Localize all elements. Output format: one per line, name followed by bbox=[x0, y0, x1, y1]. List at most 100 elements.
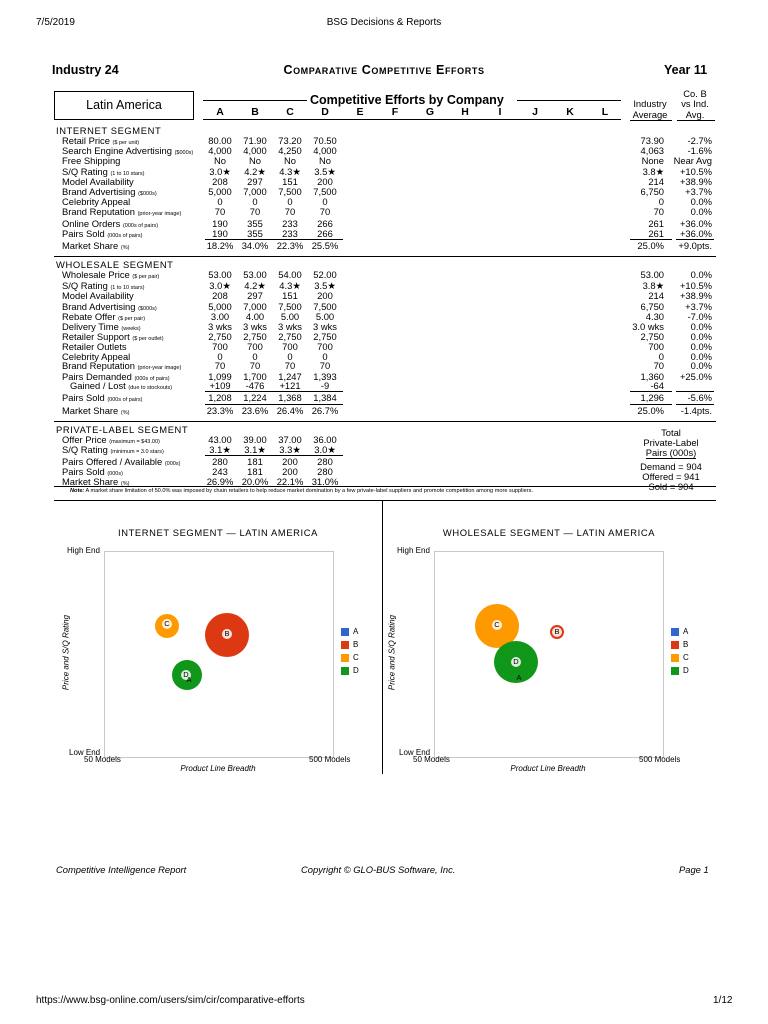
efforts-header: Competitive Efforts by Company bbox=[310, 93, 504, 107]
wholesale-row-name: Celebrity Appeal bbox=[62, 351, 131, 362]
internet-cob-vs-avg: 0.0% bbox=[690, 196, 712, 207]
wholesale-cell-d: 1,384 bbox=[313, 392, 337, 403]
private_label-cell-b: 39.00 bbox=[243, 434, 267, 445]
company-header-f: F bbox=[391, 106, 399, 118]
internet-cell-b: No bbox=[249, 155, 261, 166]
private-label-totals: Total Private-Label Pairs (000s) Demand … bbox=[630, 428, 712, 492]
wholesale-row-unit: (000s of pairs) bbox=[134, 376, 170, 382]
internet-bubble-a-label: A bbox=[186, 675, 192, 684]
wholesale-cell-b: 23.6% bbox=[241, 405, 269, 416]
industry-avg-rule bbox=[630, 120, 672, 121]
internet-cell-b: 355 bbox=[247, 228, 263, 239]
internet-cell-b: 7,000 bbox=[243, 186, 267, 197]
wholesale-row-name: Brand Advertising bbox=[62, 301, 136, 312]
internet-row-unit: (%) bbox=[120, 245, 130, 251]
internet-cell-d: 25.5% bbox=[311, 240, 339, 251]
private_label-cell-a: 43.00 bbox=[208, 434, 232, 445]
wholesale-industry-avg: 4.30 bbox=[645, 311, 664, 322]
wholesale-legend-swatch-b bbox=[671, 641, 679, 649]
pl-total-line-3: Pairs (000s) bbox=[645, 447, 697, 459]
internet-cell-d: 0 bbox=[322, 196, 328, 207]
internet-subtotal-rule bbox=[630, 239, 672, 240]
internet-cell-c: 22.3% bbox=[276, 240, 304, 251]
wholesale-row-unit: (%) bbox=[120, 410, 130, 416]
divider-wholesale-private bbox=[54, 421, 716, 422]
wholesale-cell-b: 7,000 bbox=[243, 301, 267, 312]
wholesale-cell-c: 26.4% bbox=[276, 405, 304, 416]
internet-cell-a: 5,000 bbox=[208, 186, 232, 197]
wholesale-row-label: Rebate Offer ($ per pair) bbox=[62, 312, 145, 324]
cob-header-line-2: vs Ind. bbox=[681, 98, 709, 109]
internet-cell-c: 0 bbox=[287, 196, 293, 207]
wholesale-cell-c: 2,750 bbox=[278, 331, 302, 342]
wholesale-cell-d: -9 bbox=[320, 380, 330, 391]
wholesale-cell-b: 1,700 bbox=[243, 371, 267, 382]
footer-copyright: Copyright © GLO-BUS Software, Inc. bbox=[301, 864, 456, 875]
wholesale-row-name: S/Q Rating bbox=[62, 280, 108, 291]
pl-demand: Demand = 904 bbox=[640, 461, 702, 472]
internet-cell-c: 233 bbox=[282, 228, 298, 239]
wholesale-row-label: Wholesale Price ($ per pair) bbox=[62, 270, 159, 282]
wholesale-row-name: Retailer Support bbox=[62, 331, 130, 342]
wholesale-cell-a: 1,208 bbox=[208, 392, 232, 403]
internet-x-label: Product Line Breadth bbox=[180, 764, 256, 773]
internet-row-label: Celebrity Appeal bbox=[62, 197, 130, 207]
wholesale-industry-avg: 214 bbox=[648, 290, 664, 301]
divider-internet-wholesale bbox=[54, 256, 716, 257]
region-box: Latin America bbox=[54, 91, 194, 120]
wholesale-cell-a: 0 bbox=[217, 351, 223, 362]
wholesale-cell-a: 5,000 bbox=[208, 301, 232, 312]
internet-cell-d: 70 bbox=[319, 206, 331, 217]
internet-row-unit: ($ per unit) bbox=[112, 140, 140, 146]
wholesale-cell-b: 3 wks bbox=[243, 321, 267, 332]
wholesale-industry-avg: -64 bbox=[650, 380, 664, 391]
internet-y-high: High End bbox=[67, 546, 100, 555]
internet-x-max: 500 Models bbox=[309, 755, 351, 764]
internet-cob-vs-avg: -2.7% bbox=[687, 135, 713, 146]
wholesale-cell-d: 3 wks bbox=[313, 321, 337, 332]
wholesale-legend-swatch-c bbox=[671, 654, 679, 662]
internet-industry-avg: 25.0% bbox=[637, 240, 664, 251]
internet-row-unit: ($000s) bbox=[138, 191, 157, 197]
footer-page: Page 1 bbox=[679, 864, 709, 875]
internet-cell-c: 4.3★ bbox=[279, 166, 301, 177]
cob-header: Co. B vs Ind. Avg. bbox=[672, 89, 718, 120]
wholesale-cob-vs-avg: 0.0% bbox=[690, 360, 712, 371]
internet-row-label: Search Engine Advertising ($000s) bbox=[62, 146, 193, 158]
pl-offered: Offered = 941 bbox=[642, 471, 700, 482]
wholesale-row-unit: ($000s) bbox=[138, 306, 157, 312]
wholesale-cell-a: 208 bbox=[212, 290, 228, 301]
internet-x-min: 50 Models bbox=[84, 755, 121, 764]
internet-subtotal-rule bbox=[676, 239, 714, 240]
wholesale-cell-d: 700 bbox=[317, 341, 333, 352]
wholesale-cob-vs-avg: -5.6% bbox=[687, 392, 713, 403]
wholesale-cell-a: 3 wks bbox=[208, 321, 232, 332]
wholesale-row-unit: ($ per pair) bbox=[118, 316, 146, 322]
internet-cell-a: No bbox=[214, 155, 226, 166]
private_label-cell-d: 3.0★ bbox=[314, 444, 336, 455]
wholesale-cell-d: 200 bbox=[317, 290, 333, 301]
wholesale-legend-swatch-a bbox=[671, 628, 679, 636]
charts-divider bbox=[382, 500, 383, 774]
wholesale-subtotal-rule bbox=[205, 391, 343, 392]
wholesale-row-name: Model Availability bbox=[62, 290, 134, 301]
internet-cell-b: 355 bbox=[247, 218, 263, 229]
wholesale-cell-d: 0 bbox=[322, 351, 328, 362]
cob-header-line-1: Co. B bbox=[683, 88, 707, 99]
private_label-cell-b: 181 bbox=[247, 466, 263, 477]
internet-bubble-c-label: C bbox=[162, 619, 172, 629]
wholesale-cell-a: 2,750 bbox=[208, 331, 232, 342]
internet-cell-d: 7,500 bbox=[313, 186, 337, 197]
internet-cell-d: 4,000 bbox=[313, 145, 337, 156]
internet-row-name: Retail Price bbox=[62, 135, 110, 146]
company-header-a: A bbox=[216, 106, 224, 118]
private_label-row-name: Pairs Offered / Available bbox=[62, 456, 163, 467]
wholesale-industry-avg: 70 bbox=[653, 360, 664, 371]
internet-y-label: Price and S/Q Rating bbox=[61, 614, 71, 691]
wholesale-cell-d: 26.7% bbox=[311, 405, 339, 416]
wholesale-row-name: Market Share bbox=[62, 405, 119, 416]
internet-cell-a: 208 bbox=[212, 176, 228, 187]
private_label-cell-b: 181 bbox=[247, 456, 263, 467]
internet-row-name: Brand Advertising bbox=[62, 186, 136, 197]
wholesale-row-label: Gained / Lost (due to stockouts) bbox=[70, 381, 172, 393]
